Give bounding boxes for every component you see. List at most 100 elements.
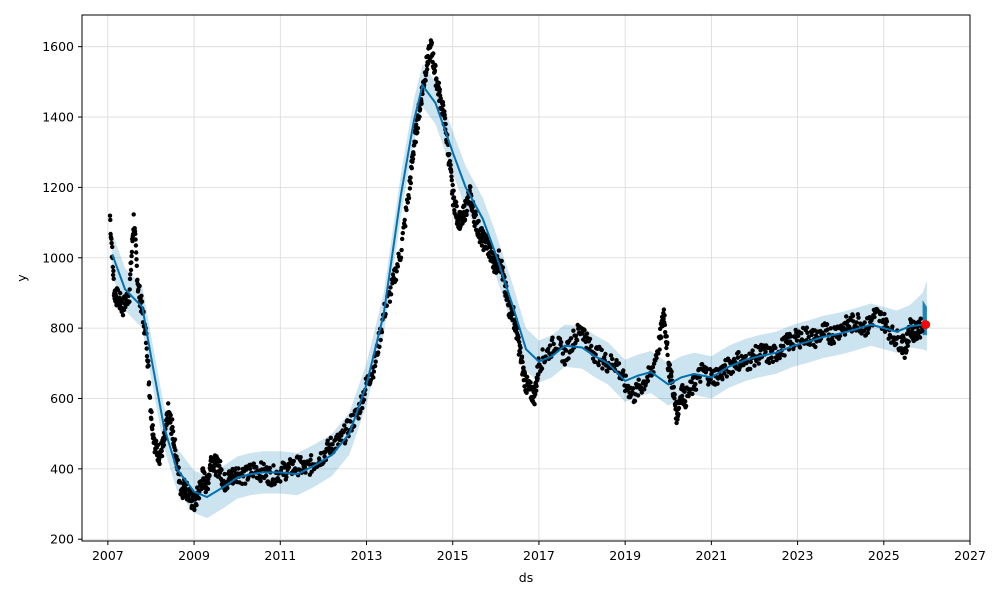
observed-point	[168, 413, 173, 418]
observed-point	[722, 363, 728, 368]
observed-point	[432, 68, 438, 73]
observed-point	[608, 353, 614, 358]
observed-point	[450, 182, 455, 188]
observed-point	[476, 218, 481, 224]
plot-frame	[81, 14, 971, 542]
observed-point	[920, 328, 925, 334]
observed-point	[639, 390, 644, 395]
observed-point	[663, 330, 668, 335]
x-tick-label: 2007	[92, 548, 124, 563]
observed-point	[676, 412, 681, 417]
observed-point	[447, 158, 453, 164]
observed-point	[587, 336, 593, 342]
observed-point	[683, 399, 688, 404]
observed-point	[139, 293, 144, 298]
observed-point	[756, 361, 761, 366]
observed-point	[600, 366, 605, 371]
observed-point	[573, 333, 579, 338]
observed-point	[680, 383, 685, 388]
observed-point	[406, 195, 412, 201]
observed-point	[225, 485, 230, 491]
observed-point	[150, 426, 155, 432]
observed-point	[654, 355, 659, 361]
observed-point	[521, 365, 526, 370]
observed-point	[400, 230, 405, 236]
observed-point	[110, 272, 116, 278]
observed-point	[882, 311, 887, 317]
observed-point	[146, 380, 152, 385]
observed-point	[118, 290, 123, 296]
observed-point	[283, 464, 288, 469]
observed-point	[748, 366, 753, 372]
observed-point	[528, 380, 533, 385]
observed-point	[159, 453, 165, 459]
observed-point	[442, 116, 448, 121]
observed-point	[111, 276, 116, 281]
observed-point	[206, 480, 211, 486]
observed-point	[173, 448, 178, 453]
observed-point	[720, 377, 725, 382]
observed-point	[400, 236, 405, 242]
observed-point	[407, 186, 413, 191]
observed-point	[261, 461, 266, 467]
observed-point	[603, 351, 608, 357]
observed-point	[157, 461, 162, 467]
observed-point	[109, 240, 114, 246]
observed-point	[218, 459, 223, 464]
x-tick-label: 2023	[782, 548, 814, 563]
observed-point	[434, 76, 439, 81]
observed-point	[563, 348, 569, 353]
observed-point	[664, 345, 669, 351]
observed-point	[129, 249, 135, 255]
observed-point	[473, 212, 478, 217]
observed-point	[902, 355, 907, 360]
observed-point	[688, 387, 694, 392]
observed-point	[794, 338, 800, 343]
observed-point	[373, 359, 378, 364]
observed-point	[449, 169, 454, 174]
observed-point	[308, 453, 314, 458]
observed-point	[464, 208, 470, 214]
observed-point	[900, 339, 905, 344]
observed-point	[517, 339, 522, 345]
observed-point	[159, 448, 164, 454]
observed-point	[568, 336, 574, 341]
observed-point	[110, 264, 116, 270]
observed-point	[196, 496, 202, 501]
forecast-line	[111, 83, 928, 499]
observed-point	[657, 347, 662, 352]
x-tick-label: 2013	[351, 548, 383, 563]
observed-point	[518, 345, 523, 350]
observed-point	[686, 393, 691, 399]
observed-point	[535, 376, 540, 381]
observed-point	[243, 481, 248, 486]
x-tick-label: 2017	[523, 548, 555, 563]
y-axis-ticks: 200 400 600 800 1000 1200 1400 1600	[42, 39, 82, 547]
observed-point	[557, 336, 563, 341]
observed-point	[743, 353, 748, 359]
observed-point	[525, 374, 530, 380]
observed-point	[769, 355, 774, 360]
observed-point	[520, 359, 525, 365]
observed-point	[614, 358, 619, 363]
observed-point	[500, 265, 506, 270]
observed-point	[278, 479, 283, 484]
observed-point	[107, 213, 113, 218]
observed-point	[672, 396, 677, 401]
observed-point	[854, 320, 859, 325]
observed-point	[451, 188, 456, 193]
observed-point	[540, 347, 545, 352]
observed-point	[610, 356, 615, 362]
observed-point	[664, 334, 669, 339]
y-tick-label: 600	[50, 391, 74, 406]
observed-point	[411, 152, 416, 157]
observed-point	[263, 473, 269, 478]
observed-point	[809, 332, 814, 338]
observed-point	[111, 268, 116, 274]
observed-point	[430, 59, 435, 65]
observed-point	[129, 253, 134, 259]
observed-point	[399, 247, 404, 253]
y-axis-label: y	[14, 274, 29, 282]
observed-point	[170, 429, 176, 434]
y-tick-label: 1600	[42, 39, 74, 54]
